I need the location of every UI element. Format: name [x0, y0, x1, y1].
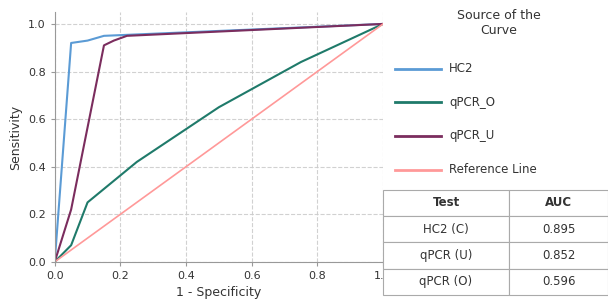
qPCR_O	[215, 105, 223, 109]
Bar	[383, 190, 509, 216]
qPCR_U	[67, 208, 75, 211]
HC2	[379, 22, 387, 26]
HC2	[67, 41, 75, 45]
qPCR_O	[133, 160, 140, 164]
Text: 0.852: 0.852	[542, 249, 575, 262]
HC2	[51, 260, 58, 264]
qPCR_O	[67, 244, 75, 247]
Bar	[383, 268, 509, 295]
qPCR_O	[51, 260, 58, 264]
Bar	[509, 190, 608, 216]
Bar	[509, 268, 608, 295]
Text: qPCR (U): qPCR (U)	[420, 249, 472, 262]
Text: qPCR (O): qPCR (O)	[420, 275, 472, 288]
Text: HC2 (C): HC2 (C)	[423, 223, 469, 236]
Text: 0.895: 0.895	[542, 223, 575, 236]
qPCR_U	[110, 39, 117, 42]
Line: HC2: HC2	[55, 24, 383, 262]
Text: Test: Test	[432, 196, 460, 209]
Bar	[509, 216, 608, 242]
Line: qPCR_U: qPCR_U	[55, 24, 383, 262]
qPCR_U	[100, 44, 108, 47]
Text: qPCR_O: qPCR_O	[449, 96, 495, 109]
qPCR_O	[379, 22, 387, 26]
Line: qPCR_O: qPCR_O	[55, 24, 383, 262]
Text: Reference Line: Reference Line	[449, 163, 537, 176]
qPCR_U	[123, 34, 131, 38]
qPCR_O	[297, 60, 305, 64]
Text: qPCR_U: qPCR_U	[449, 129, 494, 142]
Bar	[383, 216, 509, 242]
qPCR_O	[84, 200, 91, 204]
qPCR_U	[51, 260, 58, 264]
HC2	[84, 39, 91, 42]
Text: Source of the
Curve: Source of the Curve	[457, 9, 541, 37]
Bar	[383, 242, 509, 268]
X-axis label: 1 - Specificity: 1 - Specificity	[176, 287, 261, 299]
Bar	[509, 242, 608, 268]
Text: AUC: AUC	[545, 196, 572, 209]
Text: 0.596: 0.596	[542, 275, 575, 288]
HC2	[100, 34, 108, 38]
Text: HC2: HC2	[449, 62, 474, 75]
qPCR_U	[379, 22, 387, 26]
Y-axis label: Sensitivity: Sensitivity	[9, 104, 22, 169]
